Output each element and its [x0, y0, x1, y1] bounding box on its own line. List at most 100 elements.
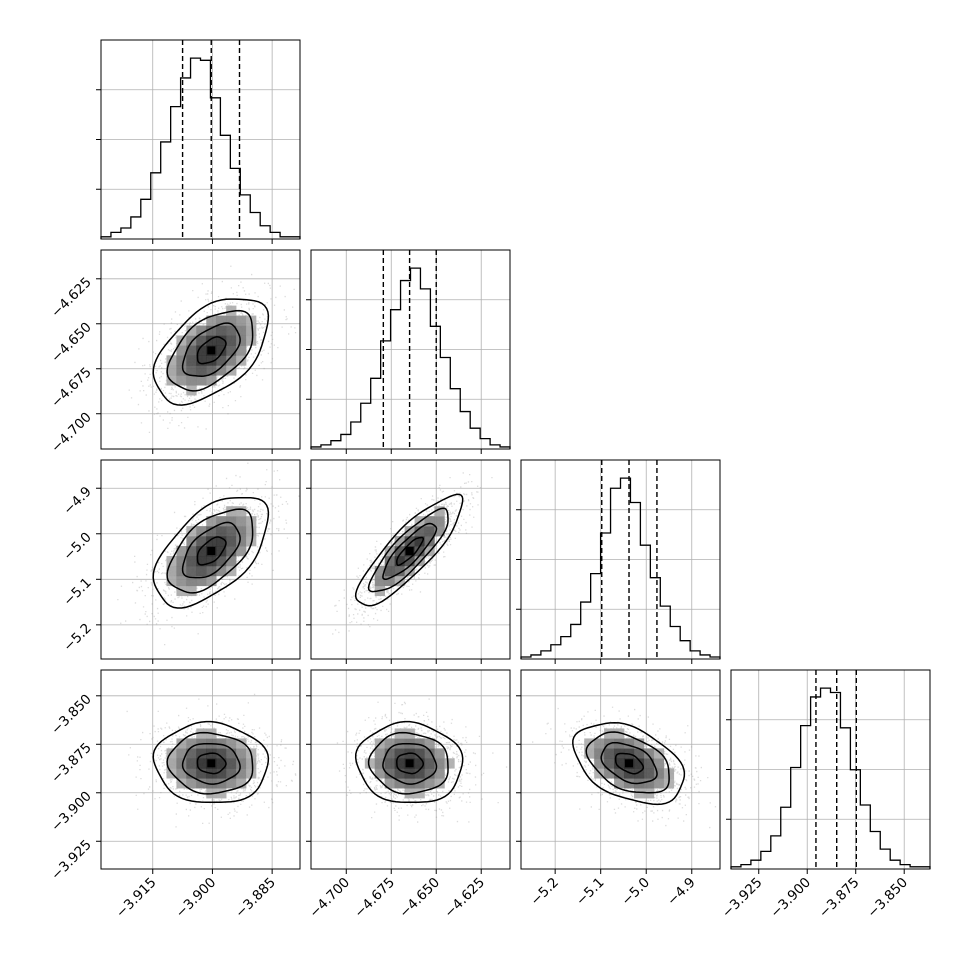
density-cell	[394, 536, 405, 547]
density-cell	[434, 768, 445, 779]
density-cell	[216, 546, 227, 557]
density-cell	[236, 526, 247, 537]
density-cell	[594, 748, 605, 759]
contour-line	[614, 752, 645, 775]
density-cell	[196, 748, 207, 759]
density-cell	[394, 546, 405, 557]
panel-content	[101, 250, 300, 449]
y-tick-label: −4.675	[48, 364, 95, 411]
density-cell	[186, 738, 197, 749]
x-tick-label: −3.925	[719, 875, 766, 922]
density-cell	[216, 738, 227, 749]
y-tick-label: −5.1	[60, 575, 94, 609]
contour-line	[196, 336, 227, 365]
density-cell	[196, 536, 207, 547]
density-cell	[226, 536, 237, 547]
density-cell	[236, 325, 247, 336]
panel-content	[521, 670, 720, 869]
density-cell	[196, 365, 207, 376]
density-cell	[206, 536, 217, 547]
density-cell	[206, 778, 217, 789]
panel-frame	[520, 669, 721, 870]
scatter-panel-0-2	[96, 459, 301, 664]
density-cell	[424, 748, 435, 759]
contour-line	[196, 752, 227, 775]
panel-frame	[100, 459, 301, 660]
density-cell	[236, 506, 247, 517]
density-cell	[236, 315, 247, 326]
density-peak	[625, 759, 634, 768]
density-cell	[424, 516, 435, 527]
density-cell	[384, 758, 395, 769]
x-tick-label: −3.885	[232, 875, 279, 922]
density-cell	[633, 758, 645, 769]
density-cell	[374, 748, 386, 759]
y-tick-label: −3.850	[48, 691, 95, 738]
density-cell	[166, 575, 177, 587]
density-cell	[196, 335, 207, 346]
density-cell	[176, 575, 187, 587]
panel-frame	[100, 39, 301, 240]
density-cell	[643, 758, 655, 769]
density-cell	[633, 748, 645, 759]
density-cell	[624, 778, 635, 789]
density-cell	[394, 748, 405, 759]
density-cell	[186, 335, 197, 346]
density-cell	[176, 585, 187, 597]
density-cell	[226, 565, 237, 577]
x-tick-label: −4.625	[441, 875, 488, 922]
density-cell	[374, 565, 386, 577]
density-cell	[653, 748, 665, 759]
density-cell	[176, 345, 187, 356]
density-cell	[186, 546, 197, 557]
x-tick-label: −3.900	[767, 875, 814, 922]
density-cell	[186, 768, 197, 779]
density-peak	[207, 759, 216, 768]
density-cell	[186, 536, 197, 547]
density-cell	[196, 355, 207, 366]
density-cell	[216, 758, 227, 769]
density-cell	[414, 768, 425, 779]
contour-line	[382, 522, 438, 580]
histogram-panel-1	[306, 249, 511, 454]
density-cell	[216, 335, 227, 346]
scatter-panel-0-1	[96, 249, 301, 454]
density-cell	[186, 555, 197, 567]
density-cell	[236, 546, 247, 557]
density-cell	[166, 365, 177, 376]
contour-line	[166, 731, 254, 795]
density-cell	[414, 738, 425, 749]
density-cell	[216, 365, 227, 376]
density-cell	[374, 768, 386, 779]
panel-frame	[730, 669, 931, 870]
density-cell	[246, 758, 257, 769]
density-peak	[207, 546, 216, 555]
contour-line	[166, 309, 254, 392]
density-cell	[394, 565, 405, 577]
density-cell	[196, 325, 207, 336]
density-cell	[216, 768, 227, 779]
y-tick-label: −4.700	[48, 409, 95, 456]
histogram-panel-2	[516, 459, 721, 664]
density-cell	[246, 325, 257, 336]
density-cell	[226, 516, 237, 527]
density-cell	[206, 355, 217, 366]
density-cell	[604, 768, 615, 779]
density-cell	[196, 546, 207, 557]
contour-line	[354, 493, 464, 607]
density-cell	[236, 758, 247, 769]
contour-line	[396, 752, 425, 775]
panel-frame	[100, 669, 301, 870]
density-cell	[216, 555, 227, 567]
density-cell	[246, 335, 257, 346]
density-cell	[424, 526, 435, 537]
x-tick-label: −3.900	[173, 875, 220, 922]
density-cell	[216, 536, 227, 547]
density-cell	[216, 355, 227, 366]
density-cell	[394, 555, 405, 567]
density-cell	[236, 738, 247, 749]
density-cell	[236, 355, 247, 366]
density-cell	[624, 768, 635, 779]
density-cell	[653, 758, 665, 769]
density-cell	[226, 768, 237, 779]
